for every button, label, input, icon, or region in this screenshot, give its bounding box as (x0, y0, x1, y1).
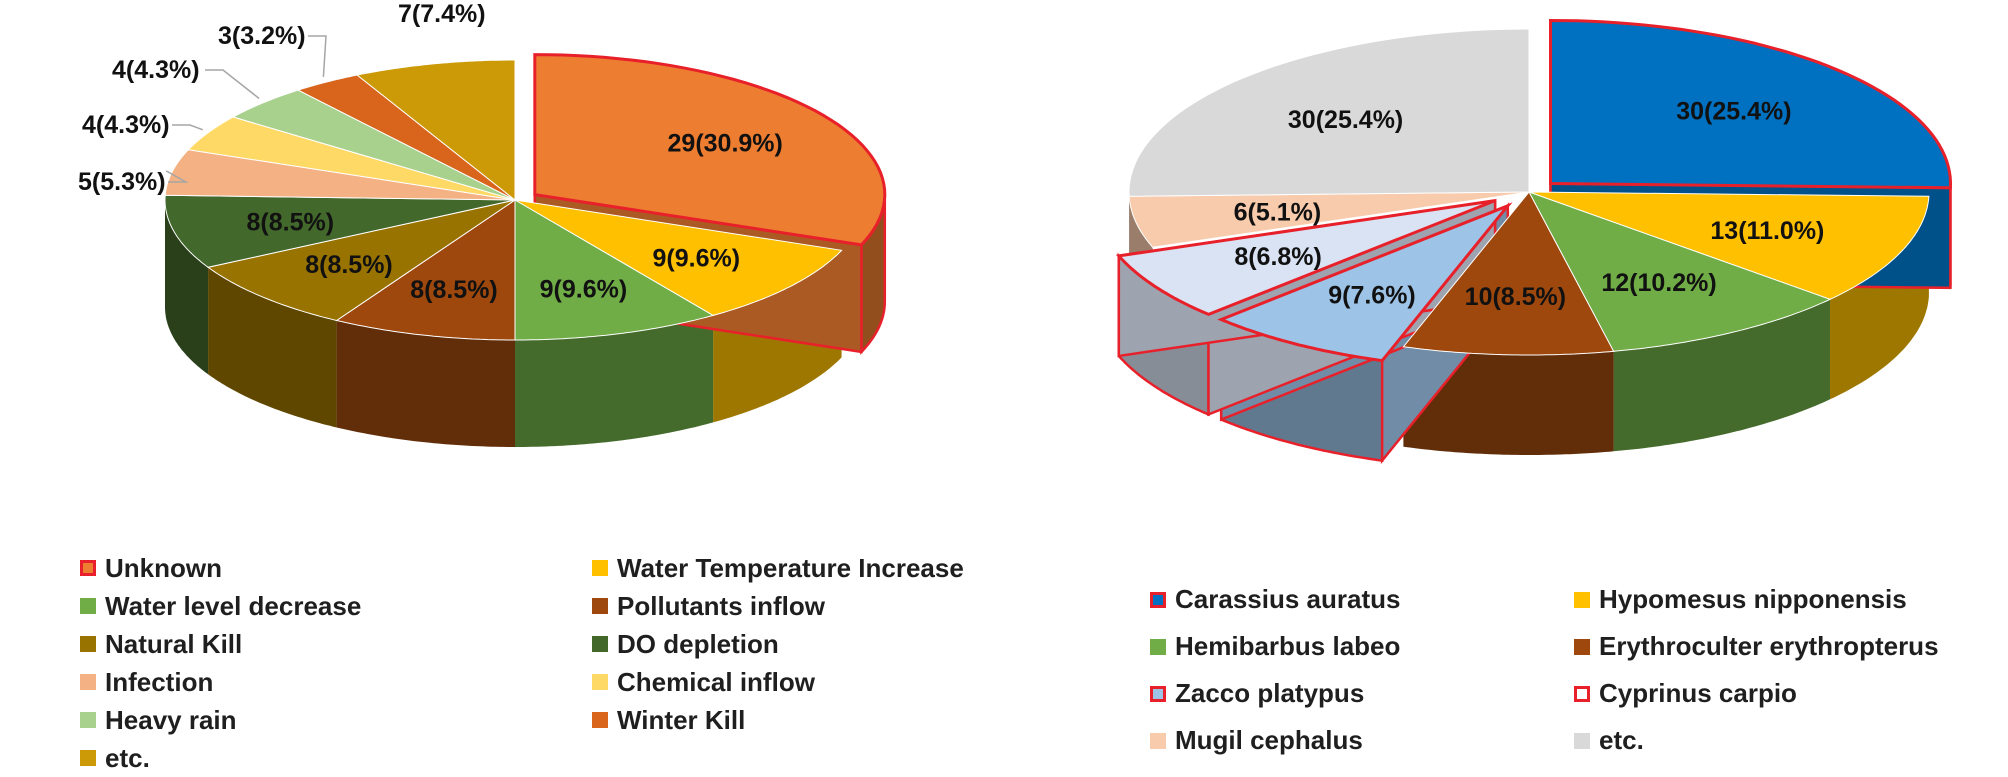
causes-legend-item-heavy-rain: Heavy rain (80, 701, 592, 739)
causes-label-unknown: 29(30.9%) (668, 129, 783, 157)
causes-label-chemical-inflow: 4(4.3%) (82, 111, 170, 139)
causes-legend-item-unknown: Unknown (80, 549, 592, 587)
legend-swatch (1150, 686, 1166, 702)
legend-fish-kill-causes: Unknown Water Temperature Increase Water l… (80, 549, 992, 777)
causes-label-etc: 7(7.4%) (398, 0, 486, 28)
legend-label: Unknown (105, 553, 222, 584)
causes-label-infection: 5(5.3%) (78, 168, 166, 196)
causes-label-heavy-rain: 4(4.3%) (112, 56, 200, 84)
legend-swatch (1574, 639, 1590, 655)
legend-label: Winter Kill (617, 705, 745, 736)
species-legend-item-mugil-cephalus: Mugil cephalus (1150, 717, 1574, 764)
legend-swatch (80, 636, 96, 652)
causes-legend-item-water-level-decrease: Water level decrease (80, 587, 592, 625)
species-label-hypomesus-nipponensis: 13(11.0%) (1710, 217, 1824, 245)
species-legend-item-erythroculter-erythropterus: Erythroculter erythropterus (1574, 623, 2008, 670)
legend-label: Cyprinus carpio (1599, 678, 1797, 709)
legend-label: Pollutants inflow (617, 591, 825, 622)
legend-label: Water Temperature Increase (617, 553, 964, 584)
legend-label: Natural Kill (105, 629, 242, 660)
causes-legend-item-natural-kill: Natural Kill (80, 625, 592, 663)
legend-swatch (80, 598, 96, 614)
causes-label-natural-kill: 8(8.5%) (305, 251, 393, 279)
legend-label: Zacco platypus (1175, 678, 1364, 709)
pie-chart-fish-kill-causes: 29(30.9%) 9(9.6%) 9(9.6%) 8(8.5%) 8(8.5%) 8(8… (78, 0, 885, 447)
legend-label: Hypomesus nipponensis (1599, 584, 1907, 615)
species-legend-item-hypomesus-nipponensis: Hypomesus nipponensis (1574, 576, 2008, 623)
legend-label: DO depletion (617, 629, 779, 660)
causes-label-water-level-decrease: 9(9.6%) (540, 275, 628, 303)
legend-swatch (1150, 592, 1166, 608)
species-label-cyprinus-carpio: 8(6.8%) (1234, 243, 1322, 271)
legend-fish-species: Carassius auratus Hypomesus nipponensis He… (1150, 576, 2008, 764)
legend-label: Carassius auratus (1175, 584, 1400, 615)
species-label-zacco-platypus: 9(7.6%) (1328, 281, 1416, 309)
legend-swatch (80, 674, 96, 690)
causes-leader-chemical-inflow (172, 125, 203, 130)
causes-label-winter-kill: 3(3.2%) (218, 22, 306, 50)
legend-label: Chemical inflow (617, 667, 815, 698)
species-legend-item-hemibarbus-labeo: Hemibarbus labeo (1150, 623, 1574, 670)
legend-swatch (80, 560, 96, 576)
legend-swatch (1150, 639, 1166, 655)
causes-label-pollutants-inflow: 8(8.5%) (410, 276, 498, 304)
causes-legend-item-etc: etc. (80, 739, 592, 777)
legend-swatch (1574, 733, 1590, 749)
causes-legend-item-do-depletion: DO depletion (592, 625, 992, 663)
legend-swatch (592, 712, 608, 728)
causes-legend-item-pollutants-inflow: Pollutants inflow (592, 587, 992, 625)
legend-swatch (80, 750, 96, 766)
legend-label: Heavy rain (105, 705, 237, 736)
causes-legend-item-infection: Infection (80, 663, 592, 701)
legend-swatch (592, 560, 608, 576)
species-legend-item-zacco-platypus: Zacco platypus (1150, 670, 1574, 717)
legend-swatch (592, 598, 608, 614)
legend-label: etc. (105, 743, 150, 774)
legend-swatch (592, 636, 608, 652)
causes-legend-item-winter-kill: Winter Kill (592, 701, 992, 739)
legend-swatch (592, 674, 608, 690)
species-label-erythroculter-erythropterus: 10(8.5%) (1465, 283, 1566, 311)
legend-label: Mugil cephalus (1175, 725, 1363, 756)
causes-legend-item-water-temperature-increase: Water Temperature Increase (592, 549, 992, 587)
legend-swatch (80, 712, 96, 728)
species-legend-item-etc: etc. (1574, 717, 2008, 764)
causes-legend-item-chemical-inflow: Chemical inflow (592, 663, 992, 701)
pie-chart-fish-species: 30(25.4%) 13(11.0%) 12(10.2%) 10(8.5%) 9(7.6… (1119, 20, 1951, 460)
causes-leader-heavy-rain (205, 70, 259, 99)
causes-label-do-depletion: 8(8.5%) (247, 208, 335, 236)
legend-swatch (1574, 592, 1590, 608)
causes-leader-winter-kill (308, 36, 326, 77)
legend-label: Hemibarbus labeo (1175, 631, 1400, 662)
legend-label: Erythroculter erythropterus (1599, 631, 1939, 662)
species-label-etc: 30(25.4%) (1288, 106, 1403, 134)
legend-label: Water level decrease (105, 591, 361, 622)
legend-label: etc. (1599, 725, 1644, 756)
legend-swatch (1574, 686, 1590, 702)
species-label-hemibarbus-labeo: 12(10.2%) (1601, 269, 1716, 297)
causes-label-water-temperature-increase: 9(9.6%) (653, 244, 741, 272)
species-legend-item-carassius-auratus: Carassius auratus (1150, 576, 1574, 623)
species-label-carassius-auratus: 30(25.4%) (1676, 98, 1791, 126)
legend-label: Infection (105, 667, 213, 698)
species-label-mugil-cephalus: 6(5.1%) (1234, 198, 1322, 226)
species-legend-item-cyprinus-carpio: Cyprinus carpio (1574, 670, 2008, 717)
legend-swatch (1150, 733, 1166, 749)
